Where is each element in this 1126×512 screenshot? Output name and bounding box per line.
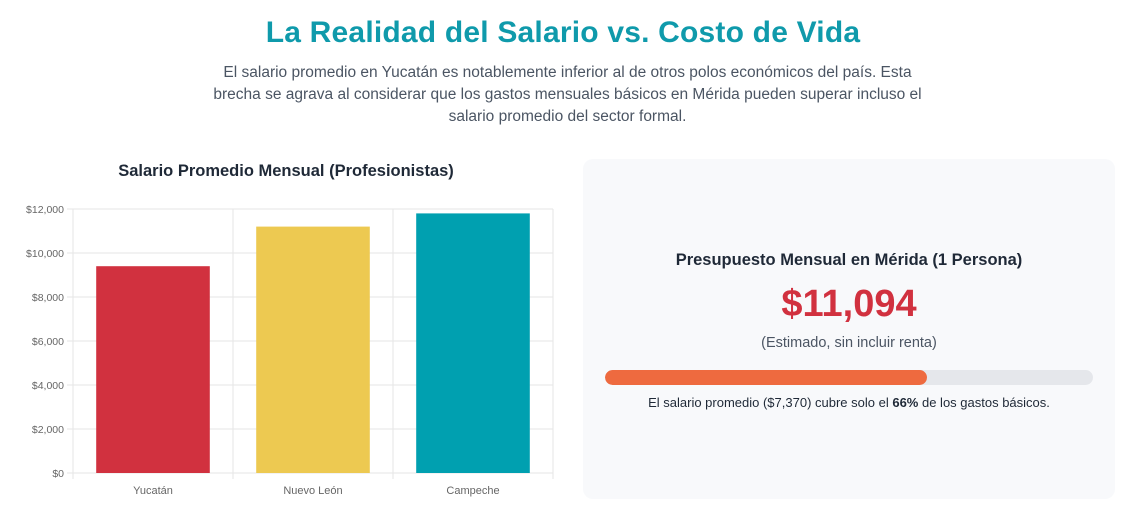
caption-text-end: de los gastos básicos. bbox=[918, 395, 1050, 410]
budget-amount: $11,094 bbox=[781, 283, 917, 325]
chart-title: Salario Promedio Mensual (Profesionistas… bbox=[118, 162, 454, 180]
y-tick-label: $6,000 bbox=[32, 336, 64, 348]
budget-note: (Estimado, sin incluir renta) bbox=[761, 335, 937, 351]
y-tick-label: $2,000 bbox=[32, 424, 64, 436]
x-tick-label: Yucatán bbox=[133, 485, 173, 497]
y-tick-label: $0 bbox=[52, 468, 64, 480]
x-tick-label: Nuevo León bbox=[283, 485, 342, 497]
page-title: La Realidad del Salario vs. Costo de Vid… bbox=[265, 16, 861, 49]
coverage-progress-bar bbox=[605, 370, 1093, 385]
caption-percent: 66% bbox=[892, 395, 919, 410]
budget-card: Presupuesto Mensual en Mérida (1 Persona… bbox=[583, 159, 1115, 499]
page-subtitle: El salario promedio en Yucatán es notabl… bbox=[213, 64, 922, 125]
bar-nuevo-león bbox=[256, 226, 370, 473]
y-tick-label: $10,000 bbox=[26, 248, 64, 260]
bar-campeche bbox=[416, 213, 530, 473]
coverage-caption: El salario promedio ($7,370) cubre solo … bbox=[583, 395, 1115, 410]
salary-bar-chart: $0 $2,000 $4,000 $6,000 $8,000 $10,000 $12,000… bbox=[26, 204, 554, 497]
y-tick-label: $12,000 bbox=[26, 204, 64, 216]
caption-text-start: El salario promedio ($7,370) cubre solo … bbox=[648, 395, 893, 410]
x-tick-label: Campeche bbox=[446, 485, 499, 497]
bar-yucatán bbox=[96, 266, 210, 473]
y-tick-label: $8,000 bbox=[32, 292, 64, 304]
budget-title: Presupuesto Mensual en Mérida (1 Persona… bbox=[675, 251, 1023, 269]
y-tick-label: $4,000 bbox=[32, 380, 64, 392]
coverage-progress-fill bbox=[605, 370, 928, 385]
